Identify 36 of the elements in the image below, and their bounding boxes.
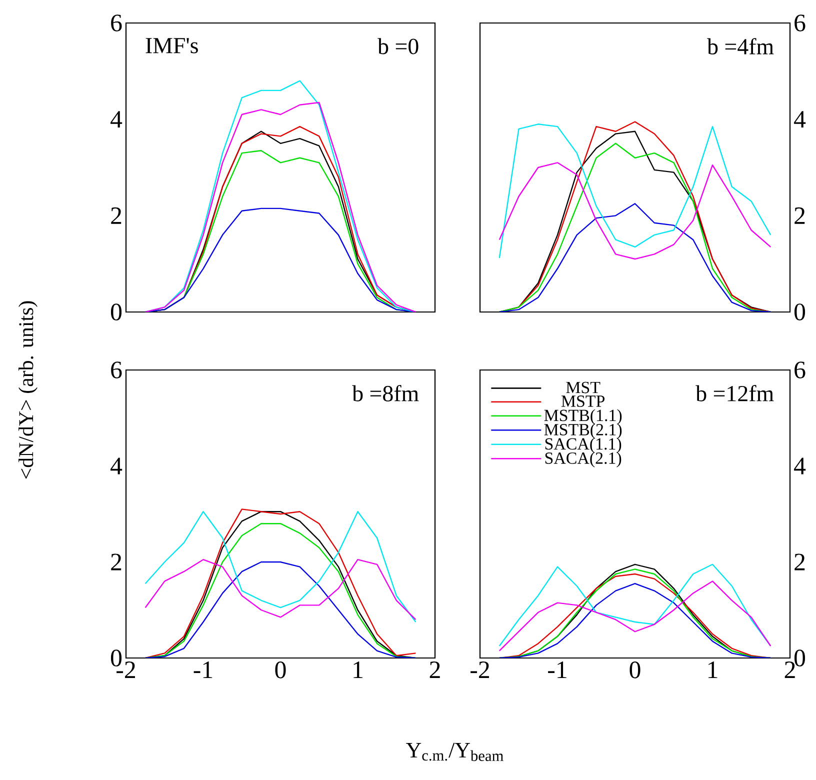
x-tick-label: -1 (548, 662, 566, 678)
x-tick-label: 1 (708, 662, 718, 678)
x-tick-label: 2 (430, 662, 440, 678)
legend-label: MST (566, 382, 600, 394)
text: b =12fm (696, 385, 774, 402)
annotation: IMF's (146, 38, 198, 54)
x-axis-title: Y$_{c.m.}$/Y$_{beam}$ (406, 742, 504, 762)
y-tick-label: 4 (110, 111, 122, 128)
legend-label: MSTB(2.1) (544, 423, 622, 439)
y-tick-label: 6 (111, 14, 122, 32)
y-tick-label: 0 (794, 304, 806, 320)
y-tick-label: 4 (794, 111, 806, 128)
y-tick-label: 2 (794, 554, 805, 570)
legend-label: SACA(1.1) (545, 438, 622, 454)
y-tick-label: 2 (794, 207, 805, 224)
x-tick-label: 0 (630, 662, 640, 678)
y-tick-label: 0 (794, 650, 806, 666)
text: b =8fm (352, 385, 419, 402)
y-tick-label: 2 (111, 554, 122, 570)
text: b =0 (378, 38, 418, 54)
legend-label: MSTP (561, 396, 605, 407)
y-tick-label: 4 (110, 458, 122, 474)
y-tick-label: 2 (111, 207, 122, 224)
x-tick-label: 0 (275, 662, 286, 678)
legend-label: SACA(2.1) (545, 452, 622, 468)
x-tick-label: 1 (354, 662, 362, 678)
y-tick-label: 6 (794, 14, 806, 32)
y-tick-label: 6 (111, 362, 122, 378)
y-tick-label: 6 (794, 362, 806, 378)
legend-label: MSTB(1.1) (544, 409, 622, 425)
y-tick-label: 0 (110, 304, 122, 320)
y-axis-title: <dN/dY> (arb. units) (18, 301, 38, 479)
y-tick-label: 4 (794, 458, 806, 474)
x-tick-label: -2 (470, 662, 490, 678)
text: b =4fm (707, 38, 774, 54)
x-tick-label: -1 (194, 662, 212, 678)
